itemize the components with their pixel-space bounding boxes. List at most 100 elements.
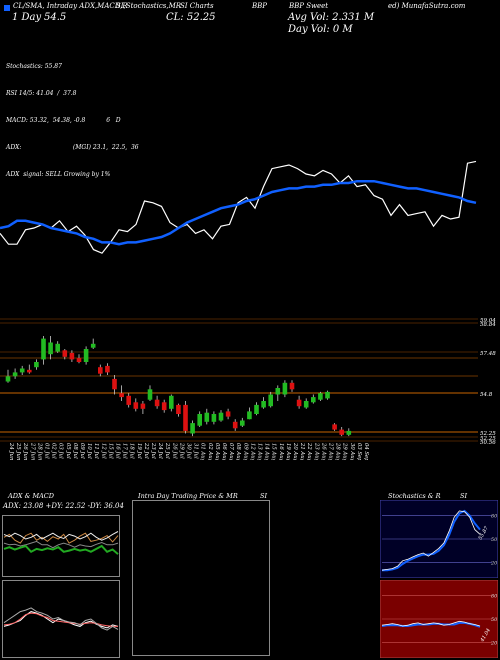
- stoch-panel-title: Stochastics & R: [388, 492, 441, 500]
- date-tick-label: 28 Jun: [36, 442, 42, 460]
- candle-down: [296, 399, 302, 407]
- candle-up: [303, 401, 309, 408]
- date-tick-label: 20 Aug: [292, 442, 298, 460]
- candle-down: [183, 404, 188, 431]
- candle-up: [211, 414, 217, 422]
- date-tick-label: 26 Aug: [320, 442, 326, 460]
- date-tick-label: 03 Jul: [58, 443, 64, 459]
- date-tick-label: 23 Jul: [150, 442, 156, 459]
- candle-up: [41, 338, 46, 360]
- header-line1-right-d: ed) MunafaSutra.com: [388, 2, 466, 10]
- candle-up: [311, 397, 316, 403]
- candle-up: [275, 388, 281, 395]
- candle-down: [112, 378, 117, 390]
- date-tick-label: 23 Aug: [313, 442, 319, 460]
- date-tick-label: 15 Jul: [107, 443, 113, 459]
- adx-readout: ADX: (MGI) 23.1, 22.5, 36: [6, 144, 139, 151]
- date-tick-label: 31 Jul: [193, 443, 199, 459]
- candle-up: [5, 376, 11, 382]
- adx-series-line: [3, 544, 119, 555]
- date-tick-label: 30 Jul: [186, 443, 192, 459]
- candle-up: [282, 382, 288, 395]
- macd-series-line: [3, 607, 119, 631]
- candle-up: [169, 395, 174, 409]
- stoch-panel-title-suffix: SI: [460, 492, 468, 500]
- mrsi-blue-line: [381, 621, 481, 628]
- candle-down: [339, 429, 344, 435]
- price-level-label: 57.48: [480, 351, 496, 357]
- candle-down: [332, 424, 337, 430]
- indicator-readout: Stochastics: 55.87 RSI 14/5: 41.04 / 37.…: [6, 44, 139, 188]
- sma-legend-swatch: [4, 5, 10, 11]
- intraday-panel-title-suffix: SI: [260, 492, 268, 500]
- date-tick-label: 25 Jun: [15, 442, 21, 460]
- date-tick-label: 25 Jul: [164, 442, 170, 459]
- date-tick-label: 27 Jun: [29, 442, 35, 460]
- price-sma-chart: [0, 160, 477, 254]
- candle-up: [83, 349, 89, 362]
- adx-series-line: [3, 531, 119, 541]
- stoch-readout: Stochastics: 55.87: [6, 63, 62, 70]
- date-tick-label: 12 Jul: [100, 443, 106, 459]
- candle-down: [289, 382, 295, 390]
- candle-up: [48, 342, 53, 355]
- price-level-label: 59.04: [480, 318, 496, 324]
- rsi-readout: RSI 14/5: 41.04 / 37.8: [6, 90, 77, 97]
- day-volume: Day Vol: 0 M: [288, 24, 353, 35]
- candle-down: [140, 403, 146, 409]
- header-line1-left: CL/SMA, Intraday ADX,MACD,R: [13, 2, 128, 10]
- candle-up: [147, 389, 153, 400]
- avg-volume: Avg Vol: 2.331 M: [288, 12, 375, 23]
- date-tick-label: 16 Jul: [115, 443, 121, 459]
- header-line1-right-a: SI Charts: [180, 2, 214, 10]
- header-line1-right-b: BBP: [252, 2, 267, 10]
- candle-up: [55, 343, 60, 352]
- date-tick-label: 24 Jul: [157, 442, 163, 459]
- price-level-label: 58.84: [480, 322, 496, 328]
- candle-down: [126, 395, 131, 405]
- date-tick-label: 01 Aug: [200, 443, 206, 460]
- mrsi-tick-label: 20: [490, 640, 498, 646]
- date-tick-label: 17 Jul: [122, 443, 128, 459]
- date-tick-label: 02 Jul: [51, 443, 57, 459]
- date-tick-label: 12 Aug: [249, 443, 255, 460]
- candle-up: [90, 343, 96, 348]
- date-tick-label: 10 Jul: [86, 443, 92, 459]
- price-level-label: 54.8: [480, 392, 493, 398]
- candle-down: [98, 367, 103, 374]
- candle-down: [154, 399, 160, 407]
- candle-down: [225, 411, 231, 417]
- date-tick-label: 29 Aug: [342, 442, 348, 460]
- candle-up: [346, 430, 352, 435]
- date-tick-label: 19 Aug: [285, 443, 291, 460]
- candle-up: [240, 420, 245, 426]
- adx-series-line: [3, 540, 119, 549]
- date-tick-label: 03 Sep: [356, 443, 362, 460]
- stoch-tick-label: 80: [491, 514, 498, 520]
- header-line1-mid: SI,Stochastics,MR: [116, 2, 182, 10]
- candle-down: [176, 404, 181, 414]
- mrsi-tick-label: 80: [491, 594, 498, 600]
- close-price: CL: 52.25: [166, 12, 216, 23]
- macd-panel: [2, 580, 120, 658]
- candle-up: [197, 414, 202, 426]
- header-line1-right-c: BBP Sweet: [289, 2, 329, 10]
- date-tick-label: 30 Aug: [349, 443, 355, 460]
- candle-down: [27, 369, 32, 373]
- period-label: 1 Day: [12, 12, 42, 23]
- date-tick-label: 11 Jul: [93, 443, 99, 459]
- date-tick-label: 01 Jul: [44, 443, 50, 459]
- date-tick-label: 07 Aug: [228, 443, 234, 460]
- candle-down: [232, 421, 238, 429]
- date-tick-label: 15 Aug: [271, 443, 277, 460]
- date-tick-label: 26 Jul: [171, 442, 177, 459]
- candle-up: [218, 412, 224, 421]
- macd-readout: MACD: 53.32, 54.38, -0.8 6 D: [6, 117, 121, 124]
- macd-series-line: [3, 612, 118, 627]
- mrsi-tick-label: 50: [491, 617, 498, 623]
- adx-panel-stats: ADX: 23.08 +DY: 22.52 -DY: 36.04: [3, 502, 124, 510]
- candle-down: [133, 402, 139, 409]
- intraday-panel-frame: [132, 500, 270, 656]
